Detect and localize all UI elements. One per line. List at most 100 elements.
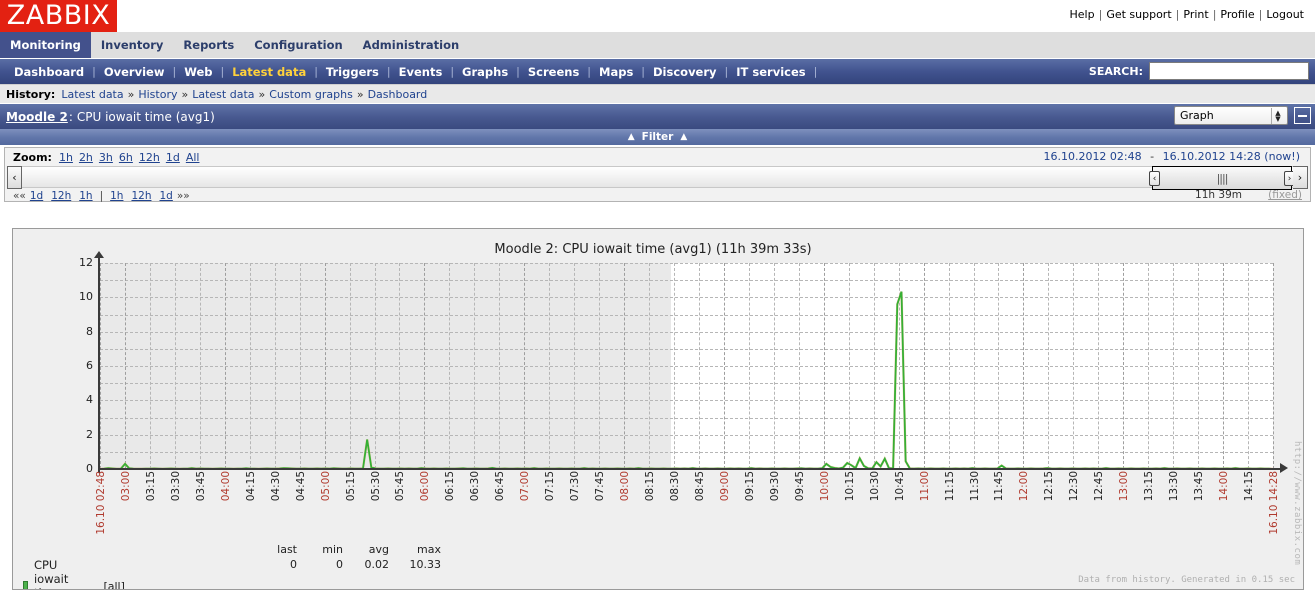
zoom-option-3h[interactable]: 3h <box>98 150 113 164</box>
menu-item-administration[interactable]: Administration <box>362 38 460 52</box>
link-sep: | <box>1175 8 1180 21</box>
gridline-minor <box>100 314 1273 316</box>
breadcrumb-item-4[interactable]: Dashboard <box>367 87 428 101</box>
search-input[interactable] <box>1149 62 1309 80</box>
menu-item-configuration[interactable]: Configuration <box>254 38 343 52</box>
top-link-print[interactable]: Print <box>1183 8 1209 21</box>
legend-values: 0 0 0.02 10.33 <box>253 558 441 571</box>
nav-back-1h[interactable]: 1h <box>79 189 93 202</box>
zabbix-logo[interactable]: ZABBIX <box>0 0 117 32</box>
time-scrollbar[interactable]: ‹ ‹ |||| › › <box>7 166 1308 190</box>
submenu-sep: | <box>516 65 520 78</box>
gridline <box>649 263 651 469</box>
x-tick-label: 12:15 <box>1043 471 1056 502</box>
fixed-toggle[interactable]: (fixed) <box>1268 189 1302 201</box>
zoom-option-all[interactable]: All <box>185 150 200 164</box>
submenu-item-events[interactable]: Events <box>398 64 443 79</box>
y-axis-ticks: 0 2 4 6 8 10 12 <box>43 256 93 475</box>
filter-label: Filter <box>641 131 674 143</box>
legend-series-scope: [all] <box>103 579 125 590</box>
submenu-item-web[interactable]: Web <box>184 64 213 79</box>
view-type-select[interactable]: Graph ▲ ▼ <box>1174 106 1288 125</box>
gridline <box>723 263 725 469</box>
zoom-option-6h[interactable]: 6h <box>118 150 133 164</box>
x-tick-label: 11:45 <box>993 471 1006 502</box>
zoom-option-12h[interactable]: 12h <box>138 150 160 164</box>
nav-back-all-icon[interactable]: «« <box>13 189 26 202</box>
submenu-item-it-services[interactable]: IT services <box>736 64 806 79</box>
gridline <box>100 263 101 469</box>
menu-item-inventory[interactable]: Inventory <box>100 38 164 52</box>
nav-fwd-12h[interactable]: 12h <box>131 189 152 202</box>
gridline <box>100 297 1273 299</box>
submenu-item-triggers[interactable]: Triggers <box>325 64 379 79</box>
gridline <box>973 263 975 469</box>
breadcrumb-item-1[interactable]: History <box>138 87 178 101</box>
submenu-item-discovery[interactable]: Discovery <box>653 64 717 79</box>
breadcrumb-item-3[interactable]: Custom graphs <box>269 87 353 101</box>
zoom-option-2h[interactable]: 2h <box>78 150 93 164</box>
x-tick-label: 10:45 <box>893 471 906 502</box>
nav-back-1d[interactable]: 1d <box>29 189 44 202</box>
submenu-item-graphs[interactable]: Graphs <box>462 64 509 79</box>
breadcrumb-sep: » <box>127 87 135 101</box>
menu-item-reports[interactable]: Reports <box>183 38 235 52</box>
y-tick-label: 10 <box>79 290 93 304</box>
drag-grip-icon[interactable]: |||| <box>1216 172 1229 185</box>
x-tick-label: 03:45 <box>194 471 207 502</box>
legend-color-swatch <box>23 580 28 589</box>
time-selection-window[interactable]: ‹ |||| › <box>1149 166 1295 190</box>
top-link-help[interactable]: Help <box>1069 8 1095 21</box>
x-tick-label: 03:00 <box>119 471 132 502</box>
nav-fwd-1h[interactable]: 1h <box>110 189 124 202</box>
legend-row: CPU iowait time (avg1) [all] <box>23 558 125 590</box>
zoom-option-1h[interactable]: 1h <box>58 150 73 164</box>
gridline-minor <box>100 280 1273 282</box>
gridline-minor <box>100 451 1273 453</box>
top-link-profile[interactable]: Profile <box>1220 8 1255 21</box>
breadcrumb-item-2[interactable]: Latest data <box>192 87 255 101</box>
zabbix-watermark: http://www.zabbix.com <box>1292 441 1302 566</box>
graph-title: Moodle 2: CPU iowait time (avg1) (11h 39… <box>494 242 812 257</box>
legend-header-min: min <box>322 543 343 556</box>
scroll-right-button[interactable]: › <box>1293 166 1308 189</box>
scroll-left-button[interactable]: ‹ <box>7 166 22 189</box>
gridline <box>574 263 576 469</box>
series-plot <box>100 291 1273 469</box>
minimize-button[interactable] <box>1294 107 1311 124</box>
gridline-minor <box>100 417 1273 419</box>
gridline <box>823 263 825 469</box>
x-tick-label: 11:00 <box>918 471 931 502</box>
nav-back-12h[interactable]: 12h <box>51 189 72 202</box>
nav-fwd-1d[interactable]: 1d <box>159 189 173 202</box>
submenu-item-dashboard[interactable]: Dashboard <box>14 64 85 79</box>
x-tick-label: 05:30 <box>369 471 382 502</box>
submenu-item-latest-data[interactable]: Latest data <box>232 64 307 79</box>
breadcrumb-item-0[interactable]: Latest data <box>61 87 124 101</box>
date-range-to[interactable]: 16.10.2012 14:28 (now!) <box>1162 150 1300 163</box>
resize-handle-left[interactable]: ‹ <box>1149 171 1160 186</box>
x-tick-label: 11:15 <box>943 471 956 502</box>
view-type-value: Graph <box>1180 109 1214 122</box>
top-link-logout[interactable]: Logout <box>1266 8 1304 21</box>
submenu-sep: | <box>220 65 225 78</box>
plot-area[interactable] <box>100 263 1274 469</box>
x-tick-label: 07:00 <box>519 471 532 502</box>
submenu-item-maps[interactable]: Maps <box>599 64 634 79</box>
date-range-from[interactable]: 16.10.2012 02:48 <box>1043 150 1142 163</box>
gridline <box>100 400 1273 402</box>
page-title-host[interactable]: Moodle 2 <box>6 109 68 124</box>
chevron-updown-icon[interactable]: ▲ ▼ <box>1271 108 1284 124</box>
nav-fwd-all-icon[interactable]: »» <box>176 189 190 202</box>
submenu-item-screens[interactable]: Screens <box>527 64 580 79</box>
breadcrumb-sep: » <box>181 87 189 101</box>
submenu-item-overview[interactable]: Overview <box>103 64 165 79</box>
gridline <box>100 263 1273 264</box>
menu-item-monitoring[interactable]: Monitoring <box>0 32 91 58</box>
gridline <box>199 263 201 469</box>
filter-toggle-bar[interactable]: ▲ Filter ▲ <box>0 129 1315 146</box>
top-link-get-support[interactable]: Get support <box>1106 8 1172 21</box>
submenu-sep: | <box>92 65 96 78</box>
submenu-sep: | <box>314 65 318 78</box>
zoom-option-1d[interactable]: 1d <box>165 150 180 164</box>
